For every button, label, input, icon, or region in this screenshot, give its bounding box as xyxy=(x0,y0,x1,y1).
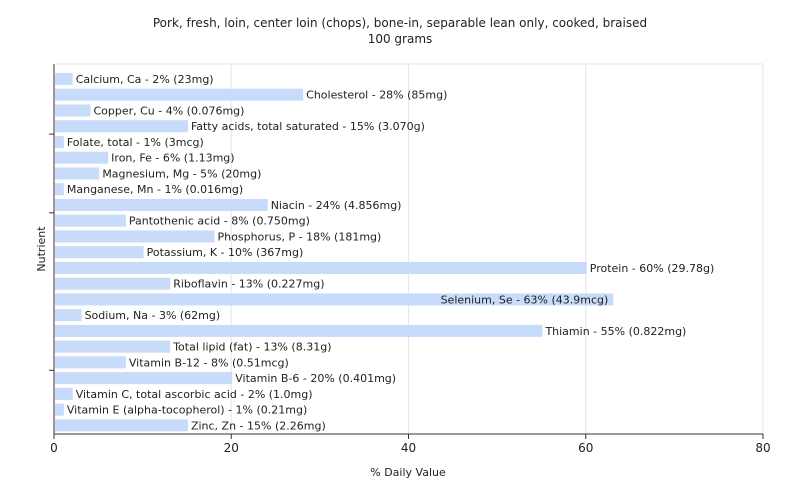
bar xyxy=(55,372,233,385)
bar-label: Phosphorus, P - 18% (181mg) xyxy=(218,230,382,243)
bar-label: Total lipid (fat) - 13% (8.31g) xyxy=(172,341,331,354)
bar-label: Pantothenic acid - 8% (0.750mg) xyxy=(129,215,310,228)
bar xyxy=(55,293,614,306)
bar-label: Iron, Fe - 6% (1.13mg) xyxy=(111,152,234,165)
bar xyxy=(55,104,91,117)
bar-label: Calcium, Ca - 2% (23mg) xyxy=(76,73,214,86)
bar xyxy=(55,135,64,148)
x-tick-label: 40 xyxy=(401,441,416,455)
bar xyxy=(55,261,587,274)
bar xyxy=(55,356,126,369)
chart-subtitle: 100 grams xyxy=(367,32,433,46)
x-tick-label: 60 xyxy=(578,441,593,455)
x-tick-label: 20 xyxy=(224,441,239,455)
bar xyxy=(55,419,188,432)
bar-label: Selenium, Se - 63% (43.9mcg) xyxy=(441,293,609,306)
bar xyxy=(55,151,109,164)
bar xyxy=(55,198,268,211)
bar-label: Zinc, Zn - 15% (2.26mg) xyxy=(191,419,326,432)
bar xyxy=(55,120,188,133)
bar xyxy=(55,73,73,85)
bar xyxy=(55,387,73,400)
bar-label: Vitamin E (alpha-tocopherol) - 1% (0.21m… xyxy=(67,404,307,417)
bar xyxy=(55,214,126,227)
axes: 0 20 40 60 80 xyxy=(49,64,771,455)
bar-label: Sodium, Na - 3% (62mg) xyxy=(85,309,221,322)
bar-label: Potassium, K - 10% (367mg) xyxy=(147,246,304,259)
bars xyxy=(55,73,614,432)
bar-label: Protein - 60% (29.78g) xyxy=(590,262,715,275)
x-tick-label: 80 xyxy=(755,441,770,455)
bar-label: Riboflavin - 13% (0.227mg) xyxy=(173,278,324,291)
bar xyxy=(55,277,171,290)
bar-label: Copper, Cu - 4% (0.076mg) xyxy=(93,104,244,117)
bar xyxy=(55,183,64,196)
bar-label: Vitamin C, total ascorbic acid - 2% (1.0… xyxy=(76,388,313,401)
bar-label: Thiamin - 55% (0.822mg) xyxy=(544,325,686,338)
bar xyxy=(55,309,82,322)
bar-label: Magnesium, Mg - 5% (20mg) xyxy=(102,167,261,180)
y-axis-title: Nutrient xyxy=(35,226,48,272)
bar xyxy=(55,246,144,259)
bar xyxy=(55,403,64,416)
bar xyxy=(55,340,171,353)
chart-title: Pork, fresh, loin, center loin (chops), … xyxy=(152,16,648,30)
bar xyxy=(55,167,100,180)
x-tick-label: 0 xyxy=(50,441,58,455)
bar-label: Manganese, Mn - 1% (0.016mg) xyxy=(67,183,243,196)
bar-label: Niacin - 24% (4.856mg) xyxy=(271,199,402,212)
bar xyxy=(55,324,543,337)
bar-labels: Calcium, Ca - 2% (23mg) Cholesterol - 28%… xyxy=(67,73,714,432)
bar-label: Vitamin B-6 - 20% (0.401mg) xyxy=(235,372,396,385)
bar-label: Cholesterol - 28% (85mg) xyxy=(306,89,447,102)
bar xyxy=(55,88,304,101)
bar-label: Fatty acids, total saturated - 15% (3.07… xyxy=(191,120,425,133)
x-axis-title: % Daily Value xyxy=(370,466,446,479)
bar-label: Folate, total - 1% (3mcg) xyxy=(67,136,204,149)
bar xyxy=(55,230,215,243)
bar-label: Vitamin B-12 - 8% (0.51mcg) xyxy=(129,356,289,369)
chart-title-block: Pork, fresh, loin, center loin (chops), … xyxy=(0,15,800,47)
